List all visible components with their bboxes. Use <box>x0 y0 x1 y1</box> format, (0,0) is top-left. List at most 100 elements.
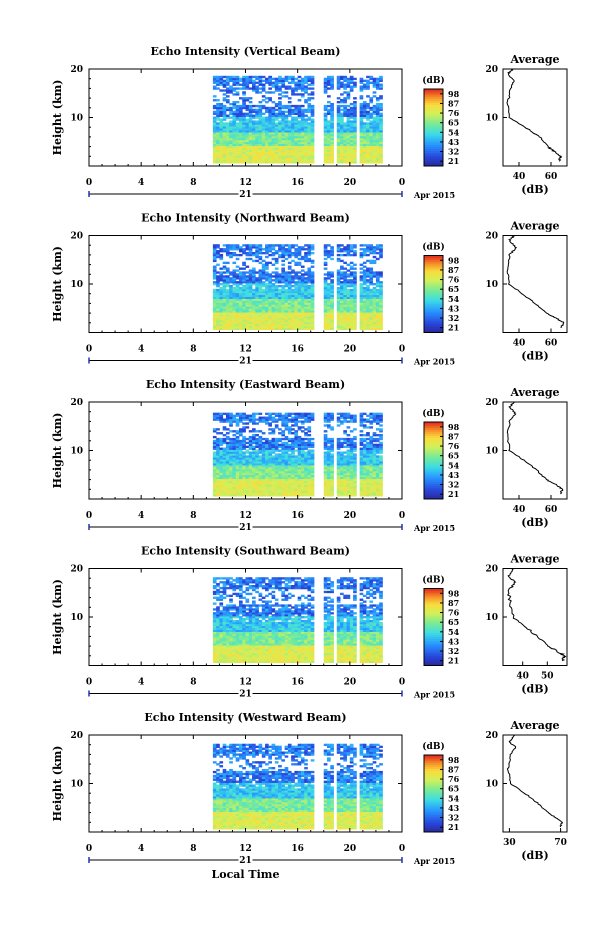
heatmap-cell <box>346 120 351 123</box>
heatmap-cell <box>300 108 305 112</box>
heatmap-cell <box>216 135 220 139</box>
heatmap-cell <box>362 106 367 110</box>
heatmap-cell <box>310 106 315 110</box>
heatmap-cell <box>372 126 377 129</box>
heatmap-cell <box>287 246 292 249</box>
heatmap-cell <box>235 77 240 81</box>
heatmap-cell <box>304 118 308 121</box>
heatmap-cell <box>349 267 354 270</box>
heatmap-cell <box>323 116 328 119</box>
heatmap-cell <box>219 277 224 280</box>
heatmap-cell <box>271 476 276 480</box>
heatmap-cell <box>359 279 364 282</box>
heatmap-cell <box>375 83 380 86</box>
heatmap-cell <box>248 418 253 421</box>
heatmap-cell <box>310 246 315 249</box>
heatmap-cell <box>310 304 315 307</box>
heatmap-cell <box>274 314 279 317</box>
heatmap-cell <box>265 265 269 268</box>
heatmap-cell <box>287 445 292 448</box>
heatmap-cell <box>310 155 315 158</box>
heatmap-cell <box>359 251 364 255</box>
heatmap-cell <box>362 300 367 303</box>
heatmap-cell <box>323 112 328 115</box>
heatmap-cell <box>291 294 295 298</box>
heatmap-cell <box>265 145 269 148</box>
heatmap-cell <box>216 314 220 317</box>
heatmap-cell <box>310 286 315 290</box>
heatmap-cell <box>229 161 233 164</box>
heatmap-cell <box>330 283 334 286</box>
heatmap-cell <box>281 459 286 462</box>
heatmap-cell <box>291 441 295 445</box>
month-label: Apr 2015 <box>413 357 455 367</box>
heatmap-cell <box>349 75 354 79</box>
heatmap-cell <box>216 416 220 419</box>
heatmap-cell <box>359 161 364 164</box>
heatmap-cell <box>372 143 377 147</box>
heatmap-cell <box>297 251 302 255</box>
heatmap-cell <box>274 302 279 305</box>
heatmap-cell <box>261 466 266 470</box>
heatmap-cell <box>359 283 364 286</box>
heatmap-cell <box>248 275 253 278</box>
heatmap-cell <box>359 85 364 88</box>
heatmap-cell <box>235 91 240 94</box>
heatmap-cell <box>307 412 312 416</box>
heatmap-cell <box>366 135 370 139</box>
heatmap-cell <box>294 325 299 329</box>
heatmap-cell <box>268 323 272 327</box>
heatmap-cell <box>238 468 243 472</box>
heatmap-cell <box>330 271 334 274</box>
heatmap-cell <box>359 327 364 330</box>
heatmap-cell <box>238 288 243 292</box>
heatmap-cell <box>297 284 302 288</box>
heatmap-cell <box>291 87 295 90</box>
heatmap-cell <box>300 128 305 131</box>
heatmap-cell <box>252 308 256 311</box>
heatmap-cell <box>265 314 269 317</box>
heatmap-cell <box>252 482 256 485</box>
heatmap-cell <box>310 75 315 79</box>
heatmap-cell <box>219 290 224 294</box>
heatmap-cell <box>238 441 243 445</box>
heatmap-cell <box>216 155 220 158</box>
x-tick-label: 0 <box>399 178 405 188</box>
colorbar-segment <box>424 309 443 312</box>
heatmap-cell <box>340 412 344 416</box>
heatmap-cell <box>349 110 354 114</box>
heatmap-cell <box>372 298 377 301</box>
heatmap-cell <box>340 327 344 330</box>
heatmap-cell <box>265 488 269 491</box>
heatmap-cell <box>252 157 256 160</box>
heatmap-cell <box>222 314 227 317</box>
heatmap-cell <box>291 480 295 483</box>
heatmap-cell <box>212 75 217 79</box>
heatmap-cell <box>369 81 374 84</box>
heatmap-cell <box>258 130 263 133</box>
heatmap-cell <box>248 279 253 282</box>
heatmap-cell <box>258 420 263 423</box>
heatmap-cell <box>349 273 354 276</box>
heatmap-cell <box>330 116 334 119</box>
heatmap-cell <box>235 248 240 251</box>
heatmap-cell <box>258 463 263 466</box>
heatmap-cell <box>216 304 220 307</box>
heatmap-cell <box>359 316 364 319</box>
heatmap-cell <box>235 93 240 96</box>
heatmap-cell <box>340 310 344 313</box>
heatmap-cell <box>284 441 289 445</box>
heatmap-cell <box>297 81 302 84</box>
heatmap-cell <box>265 157 269 160</box>
heatmap-cell <box>235 449 240 452</box>
heatmap-cell <box>268 135 272 139</box>
heatmap-cell <box>265 300 269 303</box>
heatmap-cell <box>379 308 383 311</box>
heatmap-cell <box>238 453 243 456</box>
heatmap-cell <box>330 106 334 110</box>
heatmap-cell <box>255 255 259 259</box>
heatmap-cell <box>242 482 246 485</box>
heatmap-cell <box>327 319 331 323</box>
heatmap-cell <box>225 437 230 441</box>
